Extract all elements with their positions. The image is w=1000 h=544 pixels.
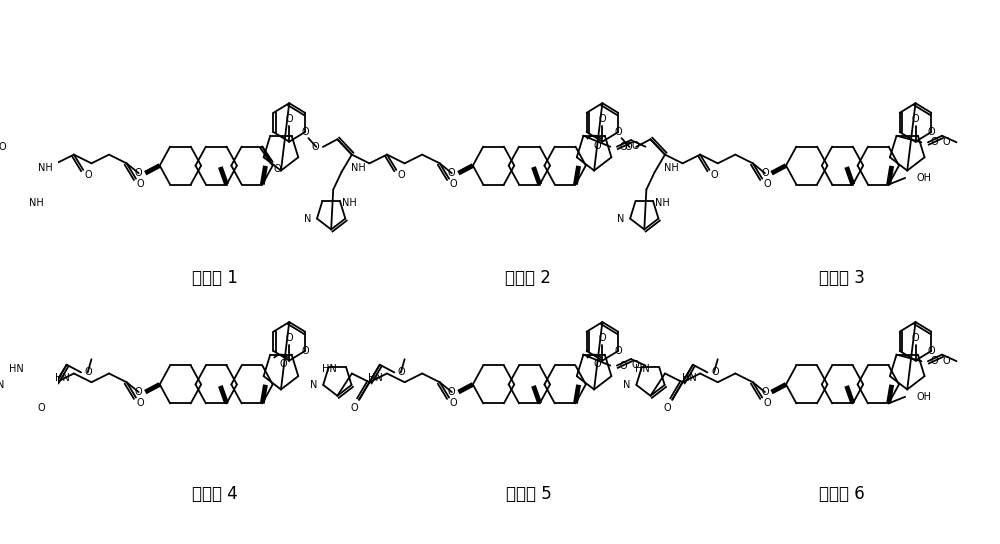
Text: O: O xyxy=(927,346,935,356)
Text: O: O xyxy=(448,387,456,397)
Text: O: O xyxy=(912,114,919,125)
Text: O: O xyxy=(620,361,627,370)
Text: HN: HN xyxy=(322,364,337,374)
Text: NH: NH xyxy=(351,163,366,174)
Text: O: O xyxy=(37,403,45,413)
Text: O: O xyxy=(664,403,671,413)
Text: O: O xyxy=(301,127,309,137)
Text: O: O xyxy=(632,141,639,151)
Text: N: N xyxy=(310,380,318,390)
Text: OH: OH xyxy=(916,392,931,402)
Text: NH: NH xyxy=(342,198,357,208)
Text: 化合物 1: 化合物 1 xyxy=(192,269,238,287)
Text: O: O xyxy=(632,360,639,370)
Text: O: O xyxy=(280,360,288,369)
Text: O: O xyxy=(397,170,405,180)
Text: O: O xyxy=(761,387,769,397)
Text: N: N xyxy=(304,214,311,224)
Text: O: O xyxy=(599,114,606,125)
Text: HN: HN xyxy=(9,364,24,374)
Text: NH: NH xyxy=(655,198,670,208)
Text: O: O xyxy=(274,164,281,174)
Text: O: O xyxy=(614,346,622,356)
Text: O: O xyxy=(912,333,919,343)
Text: O: O xyxy=(301,346,309,356)
Text: O: O xyxy=(943,356,951,366)
Text: O: O xyxy=(285,114,293,125)
Text: N: N xyxy=(623,380,631,390)
Text: O: O xyxy=(85,367,92,378)
Text: OH: OH xyxy=(916,173,931,183)
Text: O: O xyxy=(927,127,935,137)
Text: HN: HN xyxy=(635,364,650,374)
Text: O: O xyxy=(599,333,606,343)
Text: O: O xyxy=(137,398,144,407)
Text: O: O xyxy=(943,137,951,147)
Text: O: O xyxy=(450,178,458,189)
Text: O: O xyxy=(135,387,142,397)
Text: O: O xyxy=(312,142,319,152)
Text: O: O xyxy=(931,356,938,366)
Text: O: O xyxy=(398,367,406,378)
Text: O: O xyxy=(711,367,719,378)
Text: O: O xyxy=(593,140,601,151)
Text: HN: HN xyxy=(368,373,383,384)
Text: NH: NH xyxy=(29,198,43,208)
Text: O: O xyxy=(593,360,601,369)
Text: N: N xyxy=(0,380,4,390)
Text: O: O xyxy=(763,398,771,407)
Text: O: O xyxy=(620,141,627,152)
Text: O: O xyxy=(761,168,769,178)
Text: O: O xyxy=(614,127,622,137)
Text: HN: HN xyxy=(55,373,70,384)
Text: HN: HN xyxy=(682,373,696,384)
Text: O: O xyxy=(450,398,458,407)
Text: O: O xyxy=(135,168,142,178)
Text: O: O xyxy=(84,170,92,180)
Text: NH: NH xyxy=(38,163,53,174)
Text: 化合物 5: 化合物 5 xyxy=(506,485,551,503)
Text: O: O xyxy=(0,142,6,152)
Text: O: O xyxy=(351,403,358,413)
Text: 化合物 6: 化合物 6 xyxy=(819,485,864,503)
Text: O: O xyxy=(710,170,718,180)
Text: 化合物 4: 化合物 4 xyxy=(192,485,238,503)
Text: O: O xyxy=(137,178,144,189)
Text: O: O xyxy=(448,168,456,178)
Text: NH: NH xyxy=(664,163,679,174)
Text: 化合物 2: 化合物 2 xyxy=(505,269,551,287)
Text: O: O xyxy=(625,142,632,152)
Text: O: O xyxy=(763,178,771,189)
Text: N: N xyxy=(617,214,624,224)
Text: O: O xyxy=(931,137,938,147)
Text: O: O xyxy=(285,333,293,343)
Text: 化合物 3: 化合物 3 xyxy=(819,269,865,287)
